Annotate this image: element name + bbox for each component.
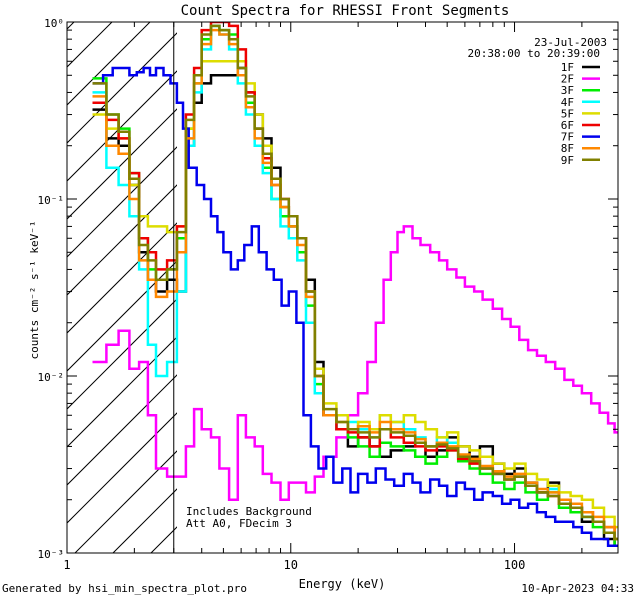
x-tick-label: 1 [63, 558, 70, 572]
hatch-line [67, 412, 177, 524]
y-axis-label: counts cm⁻² s⁻¹ keV⁻¹ [28, 220, 41, 359]
y-tick-label: 10⁻² [38, 371, 65, 384]
legend-label: 2F [561, 73, 574, 86]
plot-frame [66, 21, 619, 554]
hatch-line [67, 184, 177, 296]
chart-date: 23-Jul-2003 [534, 36, 607, 49]
legend-label: 1F [561, 61, 574, 74]
hatch-line [67, 298, 177, 410]
series-4F [92, 24, 618, 541]
series-3F [92, 24, 618, 547]
y-tick-label: 10⁻¹ [38, 194, 65, 207]
footer-timestamp: 10-Apr-2023 04:33 [521, 582, 634, 595]
y-tick-label: 10⁰ [44, 17, 64, 30]
hatch-line [67, 146, 177, 258]
legend-label: 7F [561, 131, 574, 144]
hatch-line [67, 22, 113, 68]
hatch-line [67, 32, 177, 144]
hatch-line [74, 450, 177, 553]
legend-label: 8F [561, 142, 574, 155]
series-5F [92, 60, 618, 529]
hatch-line [265, 0, 640, 553]
hatch-line [67, 22, 151, 106]
legend-label: 4F [561, 96, 574, 109]
axes: 1 10 100 10⁻³ 10⁻² 10⁻¹ 10⁰ [38, 17, 619, 572]
series-9F [92, 24, 618, 541]
legend-label: 9F [561, 154, 574, 167]
annotation-background: Includes Background [186, 505, 312, 518]
x-tick-label: 10 [284, 558, 298, 572]
chart-title: Count Spectra for RHESSI Front Segments [181, 3, 510, 19]
hatch-line [67, 336, 177, 448]
series-7F [92, 66, 618, 547]
hatch-line [227, 0, 640, 553]
chart-time-range: 20:38:00 to 20:39:00 [468, 47, 600, 60]
series-2F [92, 225, 618, 501]
x-tick-label: 100 [504, 558, 526, 572]
hatch-line [67, 22, 75, 30]
legend-label: 3F [561, 84, 574, 97]
annotation-attenuator: Att A0, FDecim 3 [186, 517, 292, 530]
legend-label: 5F [561, 107, 574, 120]
y-tick-label: 10⁻³ [38, 548, 65, 561]
series-layer [92, 22, 618, 547]
footer-generator: Generated by hsi_min_spectra_plot.pro [2, 582, 248, 595]
series-8F [92, 28, 618, 541]
x-axis-label: Energy (keV) [299, 577, 386, 591]
hatch-line [67, 374, 177, 486]
legend-label: 6F [561, 119, 574, 132]
